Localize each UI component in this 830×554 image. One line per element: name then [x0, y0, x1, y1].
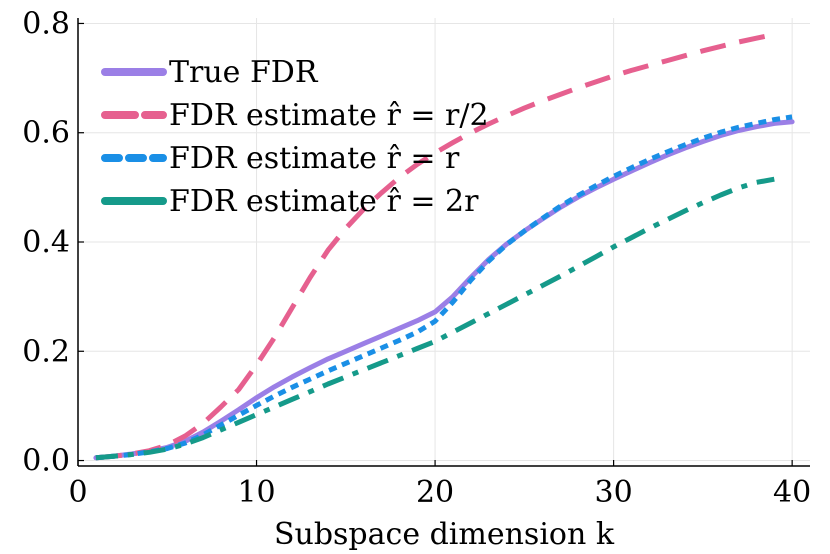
y-tick-label: 0.0: [22, 444, 70, 479]
tick-labels: 0 10 20 30 40 0.0 0.2 0.4 0.6 0.8: [22, 6, 811, 510]
legend-label-1: True FDR: [169, 55, 319, 90]
legend: True FDR FDR estimate r̂ = r/2 FDR estimat…: [101, 55, 489, 219]
series-line-2: [95, 31, 775, 461]
x-tick-label: 20: [416, 475, 454, 510]
series-lines: [93, 31, 795, 461]
y-tick-label: 0.2: [22, 334, 70, 369]
legend-label-4: FDR estimate r̂ = 2r: [169, 184, 479, 219]
legend-label-2: FDR estimate r̂ = r/2: [169, 98, 489, 133]
x-tick-label: 40: [773, 475, 811, 510]
series-line-3: [95, 114, 793, 461]
x-axis-label: Subspace dimension k: [274, 517, 615, 552]
y-tick-label: 0.6: [22, 116, 70, 151]
grid: [77, 18, 810, 466]
x-tick-label: 10: [237, 475, 275, 510]
series-line-4: [95, 176, 775, 461]
legend-label-3: FDR estimate r̂ = r: [169, 141, 460, 176]
y-tick-label: 0.4: [22, 225, 70, 260]
x-tick-label: 0: [68, 475, 87, 510]
series-line-1: [93, 119, 795, 461]
x-tick-label: 30: [595, 475, 633, 510]
axes: [77, 18, 810, 467]
y-tick-label: 0.8: [22, 6, 70, 41]
